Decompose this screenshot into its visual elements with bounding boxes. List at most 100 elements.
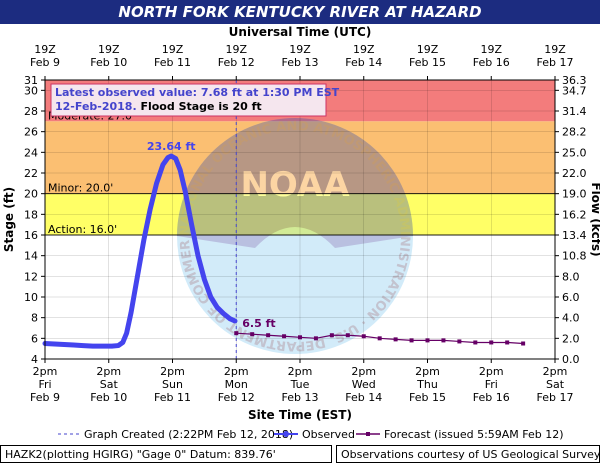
top-tick-date: Feb 15 (409, 56, 446, 69)
y-tick-label: 20 (24, 188, 38, 201)
bottom-tick-date: Feb 12 (218, 391, 255, 404)
legend-graph-created: Graph Created (2:22PM Feb 12, 2018) (84, 428, 293, 441)
bottom-tick-date: Feb 9 (30, 391, 60, 404)
y-tick-label: 8 (31, 312, 38, 325)
top-tick-date: Feb 11 (154, 56, 191, 69)
forecast-point (234, 331, 239, 336)
y-tick-label: 16 (24, 229, 38, 242)
bottom-tick-date: Feb 15 (409, 391, 446, 404)
top-tick-time: 19Z (289, 43, 311, 56)
y2-tick-label: 10.8 (562, 250, 587, 263)
bottom-tick-day: Mon (225, 378, 248, 391)
y-tick-label: 31 (24, 74, 38, 87)
y-tick-label: 14 (24, 250, 38, 263)
threshold-label: Action: 16.0' (48, 223, 117, 236)
chart-title: NORTH FORK KENTUCKY RIVER AT HAZARD (0, 0, 600, 24)
y2-tick-label: 16.2 (562, 208, 587, 221)
y-tick-label: 30 (24, 84, 38, 97)
forecast-point (345, 333, 350, 338)
bottom-tick-time: 2pm (96, 365, 121, 378)
threshold-labels: Moderate: 27.0'Minor: 20.0'Action: 16.0'… (48, 83, 340, 236)
threshold-label: Minor: 20.0' (48, 182, 113, 195)
bottom-tick-date: Feb 17 (537, 391, 574, 404)
bottom-tick-date: Feb 14 (345, 391, 382, 404)
forecast-point (505, 340, 510, 345)
y-axis-label: Stage (ft) (2, 187, 16, 252)
y2-tick-label: 31.4 (562, 105, 587, 118)
series: 23.64 ft 6.5 ft (42, 140, 526, 349)
top-tick-date: Feb 17 (537, 56, 574, 69)
top-tick-time: 19Z (225, 43, 247, 56)
top-axis-label: Universal Time (UTC) (229, 25, 372, 39)
peak-label: 23.64 ft (147, 140, 196, 153)
annotation-box (50, 83, 327, 117)
forecast-label: 6.5 ft (242, 317, 275, 330)
bottom-tick-date: Feb 10 (90, 391, 127, 404)
bottom-tick-day: Fri (38, 378, 51, 391)
bottom-tick-day: Tue (290, 378, 310, 391)
top-tick-time: 19Z (544, 43, 566, 56)
y-tick-label: 4 (31, 353, 38, 366)
top-tick-date: Feb 10 (90, 56, 127, 69)
forecast-point (377, 336, 382, 341)
legend-observed: Observed (302, 428, 355, 441)
watermark-bird (177, 118, 413, 248)
bottom-tick-time: 2pm (160, 365, 185, 378)
legend-forecast-marker (366, 432, 370, 436)
band-minor (45, 193, 555, 235)
bottom-tick-time: 2pm (224, 365, 249, 378)
watermark-text: NOAA (240, 165, 350, 205)
y2-tick-label: 19.0 (562, 188, 587, 201)
legend-observed-marker (283, 431, 289, 437)
bottom-tick-time: 2pm (288, 365, 313, 378)
forecast-point (250, 332, 255, 337)
bottom-tick-time: 2pm (415, 365, 440, 378)
top-tick-date: Feb 14 (345, 56, 382, 69)
legend: Graph Created (2:22PM Feb 12, 2018) Obser… (58, 428, 564, 441)
forecast-point (393, 337, 398, 342)
bottom-tick-day: Sat (546, 378, 565, 391)
forecast-point (473, 340, 478, 345)
top-tick-time: 19Z (98, 43, 120, 56)
bottom-tick-date: Feb 13 (282, 391, 319, 404)
top-tick-time: 19Z (417, 43, 439, 56)
footer-datum: HAZK2(plotting HGIRG) "Gage 0" Datum: 83… (0, 445, 332, 463)
top-tick-time: 19Z (480, 43, 502, 56)
observed-series-line (42, 153, 238, 349)
y-tick-label: 10 (24, 291, 38, 304)
y-tick-label: 6 (31, 332, 38, 345)
bottom-tick-day: Wed (352, 378, 376, 391)
y2-tick-label: 4.0 (562, 312, 580, 325)
annotation-line2: 12-Feb-2018. Flood Stage is 20 ft (55, 100, 262, 113)
top-tick-date: Feb 9 (30, 56, 60, 69)
x-axis-label: Site Time (EST) (248, 408, 352, 422)
bottom-tick-day: Sat (100, 378, 119, 391)
y2-tick-label: 13.4 (562, 229, 587, 242)
forecast-point (361, 334, 366, 339)
legend-forecast: Forecast (issued 5:59AM Feb 12) (384, 428, 564, 441)
forecast-point (409, 338, 414, 343)
y2-tick-label: 6.0 (562, 291, 580, 304)
y-tick-label: 22 (24, 167, 38, 180)
forecast-point (282, 334, 287, 339)
y2-tick-label: 22.0 (562, 167, 587, 180)
y2-tick-label: 0.0 (562, 353, 580, 366)
bottom-tick-time: 2pm (479, 365, 504, 378)
y-tick-label: 26 (24, 126, 38, 139)
y-tick-label: 18 (24, 208, 38, 221)
bottom-tick-day: Sun (162, 378, 183, 391)
forecast-point (441, 338, 446, 343)
band-moderate (45, 121, 555, 194)
forecast-point (457, 339, 462, 344)
forecast-point (298, 335, 302, 340)
forecast-point (266, 333, 271, 338)
bottom-tick-time: 2pm (33, 365, 58, 378)
bottom-tick-day: Fri (485, 378, 498, 391)
annotation-line1: Latest observed value: 7.68 ft at 1:30 P… (55, 86, 340, 99)
top-tick-time: 19Z (353, 43, 375, 56)
forecast-point (425, 338, 430, 343)
footer-credit: Observations courtesy of US Geological S… (336, 445, 600, 463)
top-tick-time: 19Z (34, 43, 56, 56)
